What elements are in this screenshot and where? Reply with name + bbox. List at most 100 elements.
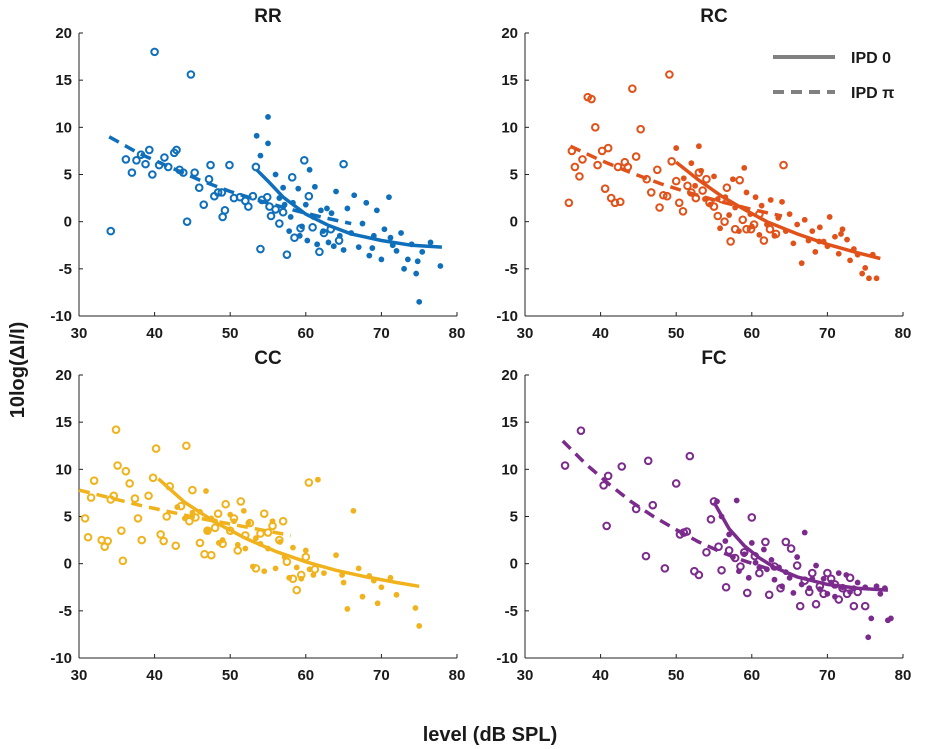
data-point-filled xyxy=(873,275,880,282)
data-point-open xyxy=(125,479,134,488)
data-point-open xyxy=(648,500,658,510)
data-point-open xyxy=(137,535,147,545)
data-point-open xyxy=(706,515,716,524)
data-point-filled xyxy=(373,207,380,214)
data-point-open xyxy=(200,549,209,559)
data-point-filled xyxy=(838,231,844,237)
data-point-open xyxy=(159,536,168,546)
data-point-filled xyxy=(730,176,736,183)
data-point-open xyxy=(121,466,131,476)
data-point-filled xyxy=(287,214,294,220)
data-point-filled xyxy=(832,593,838,600)
data-point-filled xyxy=(387,234,394,241)
x-tick-label: 80 xyxy=(895,325,912,342)
data-point-open xyxy=(560,461,570,470)
data-point-filled xyxy=(310,572,317,578)
y-tick-label: 5 xyxy=(510,167,518,184)
data-point-open xyxy=(823,568,832,578)
data-point-open xyxy=(89,476,99,485)
data-point-open xyxy=(747,513,757,522)
y-axis-label: 10log(ΔI/I) xyxy=(7,322,29,419)
y-tick-label: 15 xyxy=(501,72,518,89)
x-axis-label: level (dB SPL) xyxy=(423,724,557,746)
data-point-filled xyxy=(824,590,831,597)
panel-rr: 30 40 50 60 70 80 -10 -5 0 5 10 15 20 RR xyxy=(50,6,465,342)
data-point-open xyxy=(203,526,212,535)
data-point-open xyxy=(145,145,154,155)
data-point-filled xyxy=(277,539,283,545)
x-tick-label: 80 xyxy=(449,325,466,342)
data-point-filled xyxy=(832,233,838,240)
data-point-filled xyxy=(295,185,302,192)
panel-cc: 30 40 50 60 70 80 -10 -5 0 5 10 15 20 CC xyxy=(50,348,465,684)
data-point-filled xyxy=(293,564,300,571)
data-point-filled xyxy=(325,239,332,246)
data-point-filled xyxy=(673,145,680,151)
data-point-filled xyxy=(794,554,801,560)
data-point-open xyxy=(603,471,613,481)
x-tick-label: 30 xyxy=(517,667,534,684)
x-tick-label: 40 xyxy=(146,325,163,342)
data-point-open xyxy=(722,183,732,193)
data-point-filled xyxy=(745,574,752,581)
x-tick-label: 70 xyxy=(819,325,836,342)
data-point-filled xyxy=(261,568,268,575)
data-point-filled xyxy=(862,264,869,271)
data-point-filled xyxy=(779,198,785,205)
data-point-filled xyxy=(859,270,866,277)
data-point-open xyxy=(764,590,774,600)
data-point-open xyxy=(163,162,173,172)
data-point-filled xyxy=(265,114,271,120)
data-point-open xyxy=(713,211,723,221)
data-point-filled xyxy=(771,232,778,239)
series-ipd-0 xyxy=(673,143,880,282)
data-point-filled xyxy=(868,615,875,622)
data-point-open xyxy=(160,153,169,162)
data-point-filled xyxy=(437,263,444,269)
y-tick-label: -5 xyxy=(59,603,72,620)
data-point-open xyxy=(615,197,625,207)
data-point-open xyxy=(127,168,137,177)
data-point-open xyxy=(259,509,269,518)
data-point-filled xyxy=(801,529,808,536)
data-point-filled xyxy=(736,568,742,575)
data-point-open xyxy=(111,425,121,435)
data-point-filled xyxy=(779,583,785,590)
data-point-filled xyxy=(265,140,271,147)
data-point-open xyxy=(83,532,93,542)
data-point-open xyxy=(761,537,770,547)
data-point-open xyxy=(659,190,668,200)
fit-line-ipd-0 xyxy=(712,501,889,592)
data-point-open xyxy=(304,478,314,487)
data-point-open xyxy=(213,188,223,197)
data-point-open xyxy=(339,159,348,169)
data-point-open xyxy=(206,160,215,170)
data-point-filled xyxy=(340,579,347,586)
data-point-filled xyxy=(707,201,714,208)
data-point-open xyxy=(80,514,90,523)
data-point-filled xyxy=(414,258,421,265)
data-point-open xyxy=(236,497,246,506)
data-point-filled xyxy=(290,544,296,551)
data-point-filled xyxy=(355,565,362,572)
data-point-open xyxy=(304,191,314,201)
y-tick-label: -5 xyxy=(505,261,518,278)
data-point-open xyxy=(185,516,194,526)
legend-solid-label: IPD 0 xyxy=(851,50,891,67)
y-tick-label: 15 xyxy=(55,414,72,431)
y-tick-label: -5 xyxy=(505,603,518,620)
data-point-filled xyxy=(412,605,419,611)
data-point-open xyxy=(182,441,191,451)
data-point-filled xyxy=(302,547,309,554)
data-point-filled xyxy=(835,250,842,257)
data-point-open xyxy=(682,527,692,536)
data-point-filled xyxy=(381,226,388,233)
series-ipd-0 xyxy=(174,476,423,629)
data-point-filled xyxy=(726,212,733,218)
data-point-open xyxy=(655,203,664,212)
data-point-open xyxy=(233,546,243,555)
x-tick-label: 80 xyxy=(449,667,466,684)
data-point-filled xyxy=(752,194,759,201)
data-point-filled xyxy=(786,574,793,581)
